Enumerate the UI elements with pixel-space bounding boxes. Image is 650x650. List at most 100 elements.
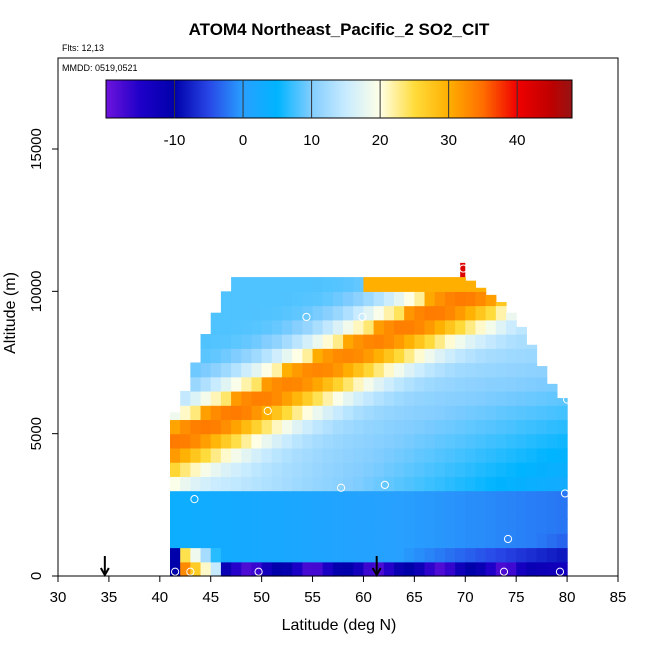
heatmap-cell <box>292 533 303 549</box>
heatmap-cell <box>414 490 426 506</box>
heatmap-cell <box>180 519 191 534</box>
heatmap-cell <box>434 348 446 364</box>
heatmap-cell <box>404 405 415 421</box>
heatmap-cell <box>282 561 293 577</box>
heatmap-cell <box>292 519 303 534</box>
heatmap-cell <box>475 462 487 477</box>
heatmap-cell <box>210 447 222 463</box>
heatmap-cell <box>455 291 466 307</box>
observation-point <box>380 480 389 490</box>
heatmap-cell <box>220 291 232 307</box>
heatmap-cell <box>200 519 212 534</box>
heatmap-cell <box>292 490 303 506</box>
heatmap-cell <box>495 533 507 549</box>
heatmap-cell <box>292 405 303 421</box>
heatmap-cell <box>394 504 405 520</box>
heatmap-cell <box>373 362 385 378</box>
heatmap-cell <box>434 405 446 421</box>
heatmap-cell <box>516 419 527 435</box>
heatmap-cell <box>312 433 324 449</box>
observation-point <box>263 406 272 415</box>
heatmap-cell <box>231 519 242 534</box>
heatmap-cell <box>363 277 375 292</box>
heatmap-cell <box>424 334 436 349</box>
heatmap-cell <box>332 362 344 378</box>
heatmap-cell <box>231 362 242 378</box>
colorbar-gradient <box>105 79 573 119</box>
heatmap-cell <box>312 277 324 292</box>
heatmap-cell <box>373 533 385 549</box>
heatmap-cell <box>261 348 273 364</box>
heatmap-cell <box>271 319 283 335</box>
heatmap-cell <box>465 504 477 520</box>
colorbar-label: 10 <box>303 132 320 149</box>
heatmap-cell <box>434 433 446 449</box>
heatmap-cell <box>353 405 365 421</box>
heatmap-cell <box>475 287 487 292</box>
heatmap-cell <box>383 376 395 392</box>
heatmap-cell <box>180 561 191 577</box>
heatmap-cell <box>292 291 303 307</box>
heatmap-cell <box>373 419 385 435</box>
heatmap-cell <box>282 476 293 492</box>
heatmap-cell <box>556 547 568 563</box>
heatmap-cell <box>292 433 303 449</box>
heatmap-cell <box>404 319 415 335</box>
heatmap-cell <box>536 476 548 492</box>
heatmap-cell <box>282 376 293 392</box>
heatmap-cell <box>332 305 344 321</box>
x-tick-label: 65 <box>406 589 423 606</box>
heatmap-cell <box>251 419 263 435</box>
heatmap-cell <box>231 334 242 349</box>
heatmap-cell <box>485 294 497 307</box>
y-axis-title: Altitude (m) <box>2 272 19 354</box>
heatmap-cell <box>404 561 415 577</box>
heatmap-cell <box>475 362 487 378</box>
arrows <box>99 556 382 578</box>
heatmap-cell <box>353 533 365 549</box>
heatmap-cell <box>332 390 344 406</box>
heatmap-cell <box>444 319 456 335</box>
heatmap-cell <box>200 462 212 477</box>
heatmap-cell <box>526 476 538 492</box>
heatmap-cell <box>241 433 253 449</box>
heatmap-cell <box>424 319 436 335</box>
heatmap-cell <box>251 462 263 477</box>
heatmap-cell <box>363 376 375 392</box>
heatmap-cell <box>414 348 426 364</box>
heatmap-cell <box>383 362 395 378</box>
heatmap-cell <box>322 305 334 321</box>
heatmap-cell <box>190 447 202 463</box>
heatmap-cell <box>414 334 426 349</box>
heatmap-cell <box>210 319 222 335</box>
heatmap-cell <box>282 277 293 292</box>
heatmap-cell <box>414 376 426 392</box>
heatmap-cell <box>455 561 466 577</box>
heatmap-cell <box>220 362 232 378</box>
heatmap-cell <box>241 447 253 463</box>
heatmap-cell <box>495 302 507 307</box>
heatmap-cell <box>363 490 375 506</box>
heatmap-cell <box>516 533 527 549</box>
heatmap-cell <box>261 319 273 335</box>
heatmap-cell <box>526 533 538 549</box>
heatmap-cell <box>170 433 181 449</box>
heatmap-cell <box>353 334 365 349</box>
heatmap-cell <box>556 419 568 435</box>
heatmap-cell <box>363 447 375 463</box>
heatmap-cell <box>465 291 477 307</box>
x-axis-ticks <box>57 576 619 582</box>
heatmap-cell <box>394 277 405 292</box>
heatmap-cell <box>261 490 273 506</box>
heatmap-cell <box>394 519 405 534</box>
heatmap-cell <box>200 533 212 549</box>
heatmap-cell <box>231 490 242 506</box>
heatmap-cell <box>516 348 527 364</box>
heatmap-cell <box>414 291 426 307</box>
heatmap-cell <box>241 419 253 435</box>
heatmap-cell <box>383 504 395 520</box>
heatmap-cell <box>322 319 334 335</box>
observation-point <box>190 495 199 504</box>
heatmap-cell <box>282 447 293 463</box>
heatmap-cell <box>251 519 263 534</box>
